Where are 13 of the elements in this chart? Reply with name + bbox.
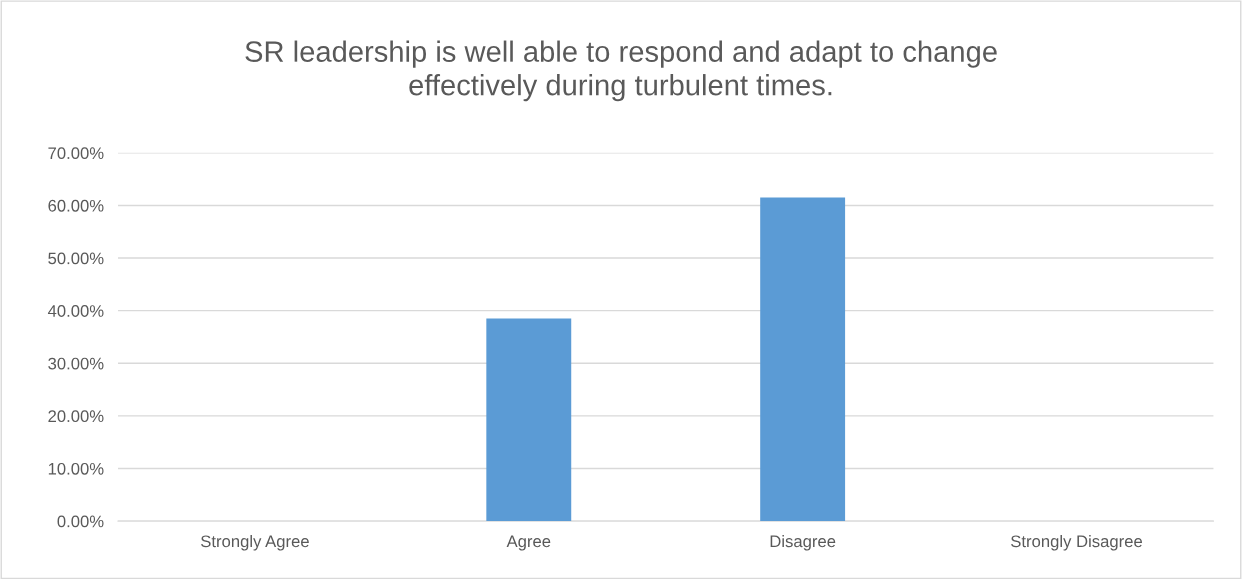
- x-tick-label: Agree: [506, 535, 551, 551]
- y-tick-label: 0.00%: [57, 515, 104, 528]
- y-tick-label: 20.00%: [48, 410, 104, 423]
- x-tick-label: Strongly Agree: [201, 534, 309, 551]
- y-tick-label: 70.00%: [48, 147, 104, 160]
- y-tick-label: 40.00%: [47, 305, 104, 317]
- y-tick-label: 10.00%: [48, 462, 104, 475]
- x-tick-label: Strongly Disagree: [1011, 534, 1142, 551]
- y-tick-label: 60.00%: [48, 199, 104, 212]
- y-tick-label: 30.00%: [48, 357, 104, 370]
- chart-title: SR leadership is well able to respond and adapt to change effectively during turbulent times.: [245, 40, 997, 102]
- y-tick-label: 50.00%: [48, 252, 104, 265]
- x-tick-label: Disagree: [770, 534, 836, 551]
